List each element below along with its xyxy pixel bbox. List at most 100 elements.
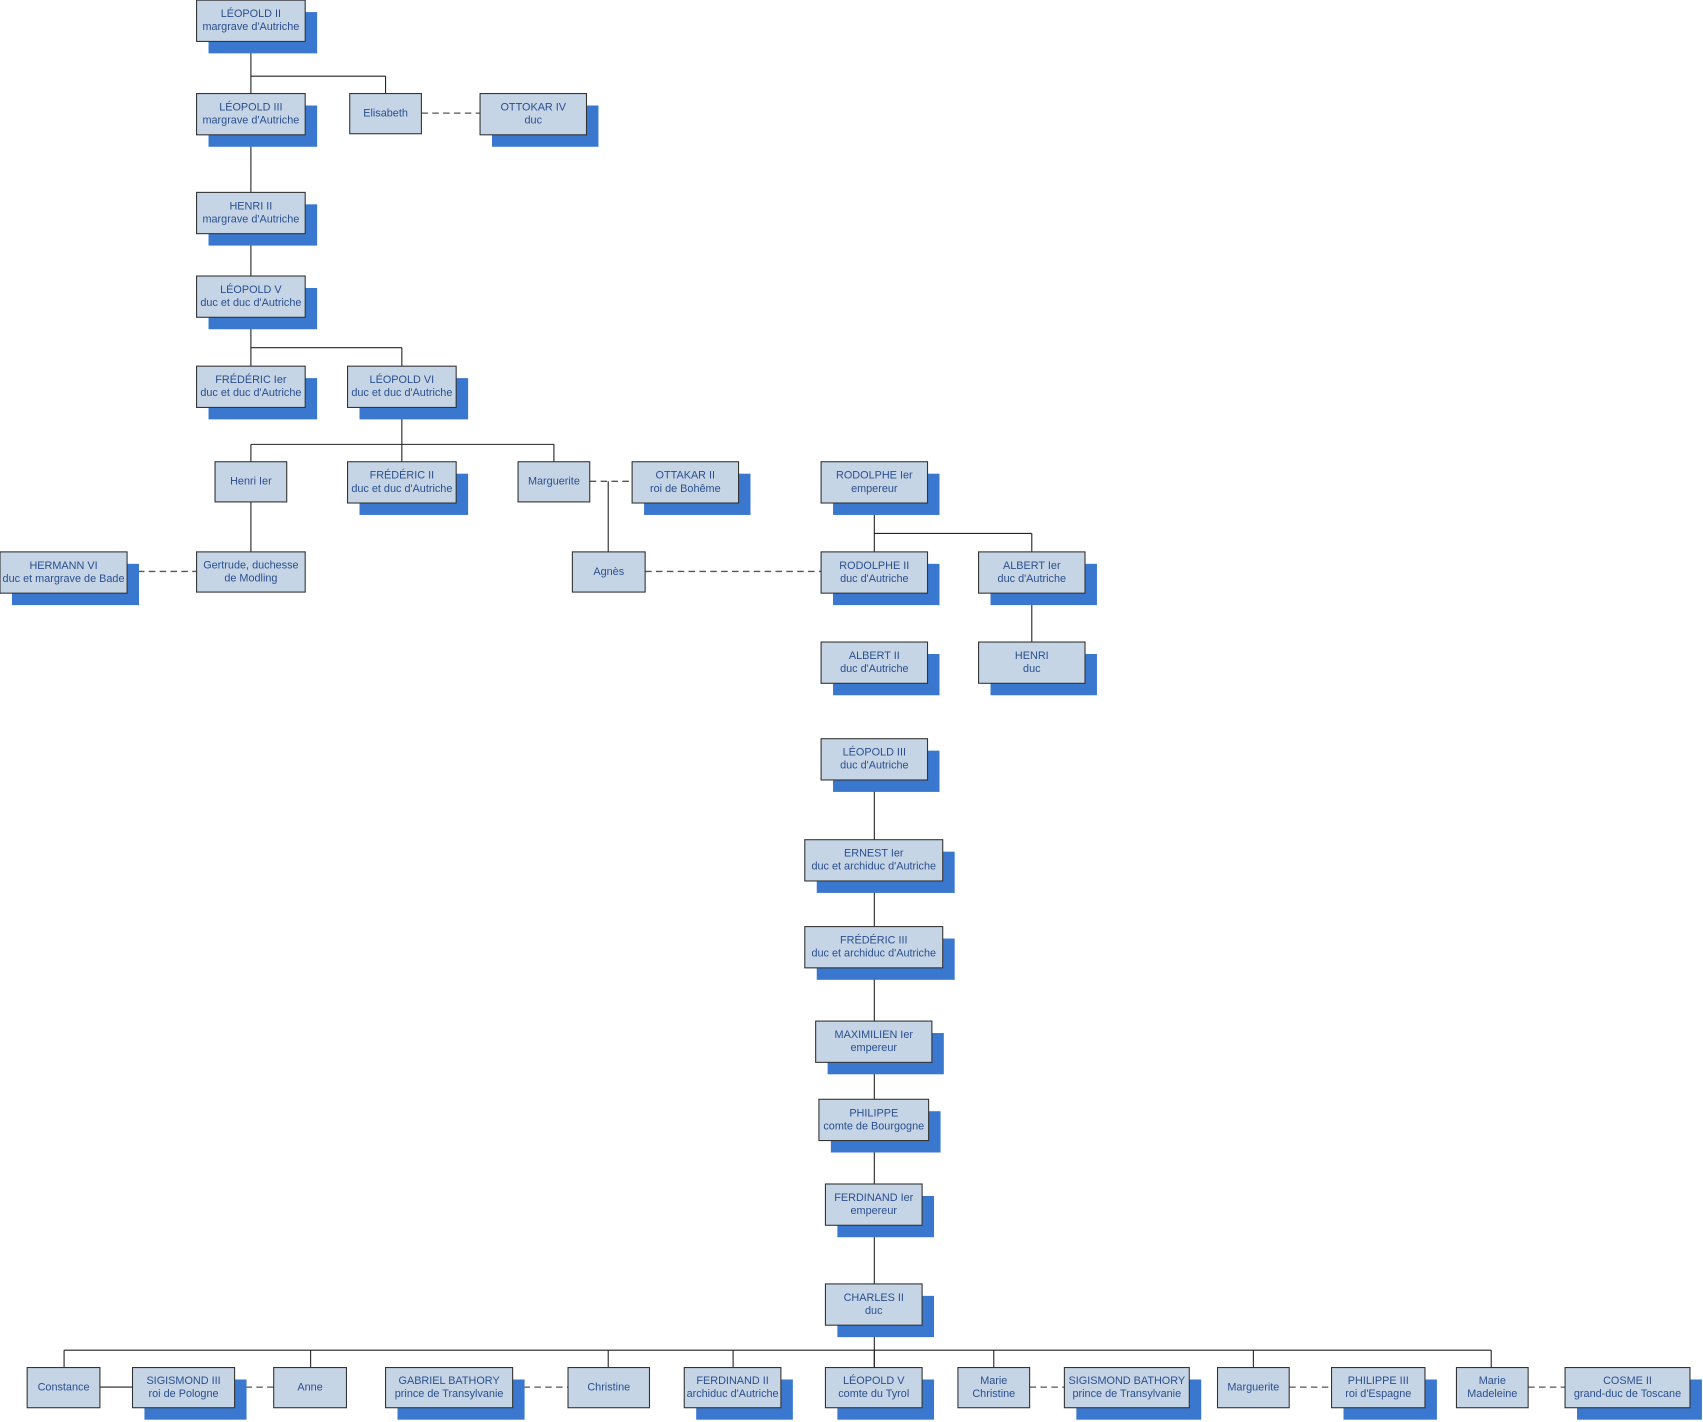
- person-name: SIGISMOND III: [146, 1375, 220, 1387]
- node-box: [818, 1098, 930, 1142]
- person-title: empereur: [851, 1042, 898, 1054]
- node-box: [978, 551, 1086, 594]
- node-box: [1331, 1367, 1426, 1409]
- person-name: PHILIPPE: [849, 1107, 898, 1119]
- node-box: [1216, 1367, 1290, 1409]
- node-box: [1564, 1367, 1691, 1409]
- node-box: [820, 461, 929, 504]
- person-title: duc et archiduc d'Autriche: [811, 948, 936, 960]
- person-title: duc et duc d'Autriche: [351, 387, 452, 399]
- person-title: empereur: [851, 483, 898, 495]
- person-name: CHARLES II: [844, 1292, 904, 1304]
- person-name: RODOLPHE II: [839, 560, 909, 572]
- person-name: OTTAKAR II: [656, 470, 716, 482]
- person-name: RODOLPHE Ier: [836, 470, 913, 482]
- node-box: [824, 1183, 923, 1226]
- person-node: Marguerite: [1216, 1367, 1290, 1409]
- person-name: Anne: [297, 1382, 322, 1394]
- person-title: margrave d'Autriche: [202, 21, 299, 33]
- node-box: [196, 191, 306, 235]
- node-box: [824, 1367, 923, 1409]
- person-title: roi de Bohême: [650, 483, 721, 495]
- node-box: [978, 641, 1086, 684]
- person-name: HENRI: [1015, 650, 1049, 662]
- person-name: ALBERT II: [849, 650, 900, 662]
- person-title: de Modling: [224, 572, 277, 584]
- node-box: [1455, 1367, 1529, 1409]
- person-name: Agnès: [593, 566, 624, 578]
- person-title: comte du Tyrol: [838, 1388, 909, 1400]
- node-box: [815, 1020, 933, 1063]
- person-title: Madeleine: [1467, 1388, 1517, 1400]
- person-name: Gertrude, duchesse: [203, 559, 298, 571]
- person-name: LÉOPOLD VI: [370, 373, 435, 386]
- person-title: duc d'Autriche: [840, 573, 908, 585]
- person-title: margrave d'Autriche: [202, 115, 299, 127]
- node-box: [820, 641, 929, 684]
- node-box: [214, 461, 288, 503]
- person-title: comte de Bourgogne: [823, 1120, 924, 1132]
- person-title: prince de Transylvanie: [1072, 1388, 1181, 1400]
- person-title: duc et archiduc d'Autriche: [811, 861, 936, 873]
- person-name: Marguerite: [1227, 1382, 1279, 1394]
- person-name: HENRI II: [229, 200, 272, 212]
- person-title: Christine: [972, 1388, 1015, 1400]
- node-box: [26, 1367, 101, 1409]
- node-box: [517, 461, 591, 503]
- person-title: duc d'Autriche: [998, 573, 1066, 585]
- person-name: LÉOPOLD III: [843, 746, 906, 759]
- node-box: [196, 93, 306, 136]
- person-name: ERNEST Ier: [844, 848, 904, 860]
- person-name: FERDINAND Ier: [834, 1192, 913, 1204]
- person-name: LÉOPOLD V: [843, 1374, 905, 1387]
- person-name: COSME II: [1603, 1375, 1652, 1387]
- person-name: SIGISMOND BATHORY: [1068, 1375, 1185, 1387]
- person-title: archiduc d'Autriche: [687, 1388, 779, 1400]
- node-box: [385, 1367, 514, 1409]
- node-box: [196, 275, 306, 318]
- person-title: duc d'Autriche: [840, 663, 908, 675]
- person-title: duc: [865, 1305, 883, 1317]
- person-title: duc et margrave de Bade: [3, 573, 125, 585]
- person-node: Constance: [26, 1367, 101, 1409]
- node-box: [349, 93, 422, 135]
- node-box: [683, 1367, 782, 1409]
- person-title: duc et duc d'Autriche: [200, 387, 301, 399]
- node-box: [631, 461, 740, 504]
- node-box: [820, 551, 929, 594]
- node-box: [820, 738, 929, 781]
- person-name: Elisabeth: [363, 108, 408, 120]
- node-box: [804, 839, 944, 882]
- person-name: Constance: [38, 1382, 90, 1394]
- node-box: [196, 365, 306, 408]
- person-title: empereur: [851, 1205, 898, 1217]
- person-node: Marguerite: [517, 461, 591, 503]
- person-node: Anne: [273, 1367, 348, 1409]
- person-name: Marie: [1479, 1375, 1506, 1387]
- node-box: [131, 1367, 236, 1409]
- person-title: grand-duc de Toscane: [1574, 1388, 1681, 1400]
- person-name: LÉOPOLD II: [221, 7, 281, 20]
